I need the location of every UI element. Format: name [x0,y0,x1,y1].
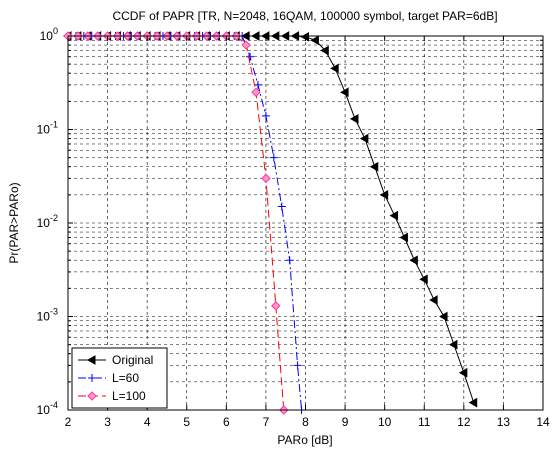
x-tick-label: 6 [223,415,230,429]
marker [379,189,389,200]
x-tick-label: 5 [183,415,190,429]
marker [458,367,468,378]
y-tick-base: 10 [37,403,51,417]
y-tick-label: 10-1 [37,120,58,137]
y-tick-exponent: -2 [50,213,58,223]
x-tick-label: 2 [65,415,72,429]
marker [399,232,408,243]
marker [310,35,319,46]
x-tick-label: 13 [497,415,511,429]
marker [349,113,359,124]
marker [439,311,448,322]
legend-box [71,347,168,409]
x-tick-label: 3 [104,415,111,429]
x-tick-label: 9 [342,415,349,429]
marker [87,391,97,401]
y-tick-label: 10-3 [37,307,58,324]
marker [468,397,478,408]
y-tick-exponent: -1 [50,120,58,130]
marker [389,210,399,221]
marker [359,133,369,144]
x-tick-label: 8 [302,415,309,429]
marker [261,173,271,184]
marker [269,153,278,162]
x-tick-label: 7 [263,415,270,429]
legend-label: L=60 [112,371,139,385]
x-tick-label: 10 [378,415,392,429]
x-tick-label: 11 [418,415,431,429]
marker [429,295,438,305]
marker [251,87,261,97]
marker [261,111,270,120]
marker [293,361,302,370]
y-tick-exponent: 0 [53,26,58,36]
marker [246,52,255,61]
y-tick-exponent: -3 [50,307,58,317]
y-axis-label: Pr(PAR>PARo) [7,182,21,263]
legend-label: L=100 [112,389,146,403]
marker [320,45,329,56]
marker [340,87,349,98]
x-tick-label: 14 [536,415,550,429]
marker [86,355,96,365]
y-tick-base: 10 [40,29,54,43]
x-axis-label: PARo [dB] [277,433,332,447]
marker [330,63,339,74]
y-tick-label: 10-4 [37,400,58,417]
marker [277,202,286,211]
legend: Original L=60 L=100 [71,347,168,409]
marker [241,40,251,50]
y-tick-base: 10 [37,123,51,137]
marker [254,80,262,89]
y-tick-base: 10 [37,310,51,324]
x-tick-label: 12 [457,415,471,429]
marker [409,255,418,266]
marker [369,161,379,172]
y-tick-base: 10 [37,216,51,230]
marker [271,301,281,311]
y-tick-label: 10-2 [37,213,58,230]
legend-label: Original [112,353,153,367]
x-tick-label: 4 [144,415,151,429]
marker [419,274,428,285]
y-tick-exponent: -4 [50,400,58,410]
marker [448,339,458,350]
marker [285,256,294,265]
y-tick-label: 100 [40,26,58,43]
marker [88,374,96,382]
chart-title: CCDF of PAPR [TR, N=2048, 16QAM, 100000 … [112,9,497,23]
